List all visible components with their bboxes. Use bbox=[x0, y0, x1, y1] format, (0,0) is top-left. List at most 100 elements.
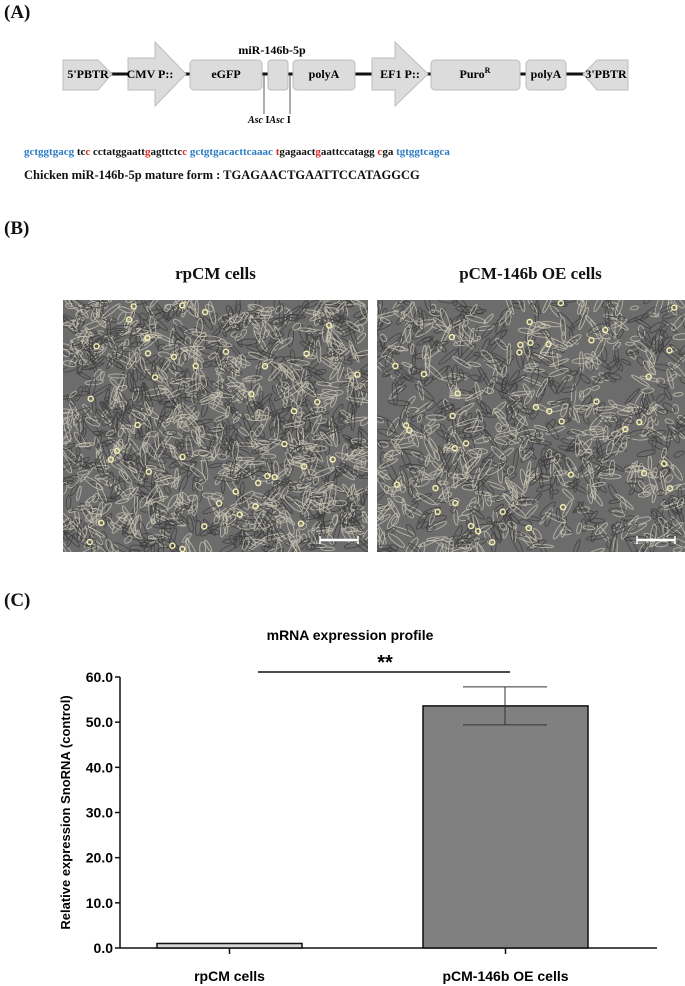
cell bbox=[149, 502, 158, 516]
cell bbox=[315, 381, 333, 387]
cell bbox=[428, 437, 439, 452]
cell bbox=[384, 449, 402, 457]
cell bbox=[386, 512, 399, 530]
cell bbox=[63, 446, 80, 465]
cell bbox=[130, 453, 138, 468]
cell bbox=[140, 407, 160, 419]
cell bbox=[637, 491, 651, 498]
cell bbox=[592, 447, 599, 460]
cell bbox=[526, 528, 533, 536]
cell bbox=[651, 363, 675, 372]
cell bbox=[377, 310, 399, 319]
cell bbox=[283, 421, 306, 428]
cell bbox=[129, 375, 138, 396]
cell bbox=[550, 469, 557, 487]
rounded-cell bbox=[558, 418, 565, 425]
cell bbox=[84, 525, 105, 538]
cell bbox=[524, 363, 539, 368]
cell bbox=[608, 459, 616, 477]
cell bbox=[591, 350, 599, 370]
cell bbox=[531, 492, 542, 505]
cell bbox=[102, 388, 111, 412]
cell bbox=[450, 547, 472, 552]
cell bbox=[339, 301, 345, 324]
cell bbox=[88, 526, 104, 545]
cell bbox=[551, 455, 564, 477]
cell bbox=[646, 429, 667, 439]
cell bbox=[264, 499, 277, 508]
cell bbox=[164, 303, 178, 311]
cell bbox=[495, 411, 509, 428]
cell bbox=[641, 387, 655, 394]
cell bbox=[219, 543, 237, 552]
cell bbox=[63, 319, 74, 329]
cell bbox=[406, 524, 416, 538]
cell bbox=[194, 482, 204, 491]
cell bbox=[549, 304, 562, 318]
cell bbox=[601, 300, 612, 308]
cell bbox=[323, 438, 330, 456]
cell bbox=[255, 358, 274, 369]
cell bbox=[164, 519, 184, 526]
cell bbox=[519, 536, 538, 543]
cell bbox=[340, 409, 352, 418]
insert-sequence: gctggtgacg tcc cctatggaattgagttctcc gctg… bbox=[24, 146, 450, 158]
cell bbox=[584, 401, 600, 409]
cell bbox=[261, 546, 280, 552]
cell bbox=[245, 345, 260, 352]
rounded-cell bbox=[303, 350, 310, 357]
cell bbox=[76, 485, 82, 502]
cell bbox=[174, 468, 179, 490]
cell bbox=[280, 478, 290, 485]
cell bbox=[526, 539, 547, 551]
rounded-cell bbox=[264, 472, 271, 480]
cell bbox=[664, 521, 684, 537]
rounded-cell bbox=[215, 500, 223, 507]
cell bbox=[210, 380, 221, 389]
cell bbox=[252, 401, 263, 409]
cell bbox=[577, 409, 588, 416]
cell bbox=[552, 347, 559, 370]
cell bbox=[639, 375, 660, 382]
cell bbox=[447, 407, 461, 421]
cell bbox=[85, 527, 96, 551]
rounded-cell bbox=[392, 362, 399, 370]
cell bbox=[249, 383, 261, 400]
cell bbox=[332, 522, 341, 546]
rounded-cell bbox=[636, 418, 643, 426]
cell bbox=[251, 444, 272, 455]
cell bbox=[136, 484, 156, 499]
cell bbox=[152, 523, 175, 530]
cell bbox=[261, 319, 277, 340]
cell bbox=[188, 504, 197, 514]
cell bbox=[562, 341, 573, 347]
cell bbox=[609, 436, 627, 452]
cell bbox=[461, 507, 477, 516]
cell bbox=[594, 522, 608, 536]
cell bbox=[556, 375, 569, 395]
cell bbox=[318, 491, 327, 513]
cell bbox=[611, 317, 629, 331]
cell bbox=[81, 506, 94, 524]
cell bbox=[93, 368, 102, 379]
cell bbox=[105, 429, 116, 437]
cell bbox=[76, 446, 81, 457]
cell bbox=[353, 384, 368, 394]
cell bbox=[109, 386, 118, 409]
cell bbox=[540, 352, 562, 358]
cell bbox=[616, 328, 625, 340]
cell bbox=[436, 398, 447, 408]
cell bbox=[226, 434, 233, 447]
cell bbox=[157, 410, 172, 424]
cell bbox=[569, 370, 579, 376]
cell bbox=[605, 440, 614, 456]
rounded-cell bbox=[145, 468, 153, 476]
cell bbox=[434, 450, 441, 461]
cell bbox=[451, 314, 465, 325]
cell bbox=[200, 380, 208, 394]
cell bbox=[401, 448, 423, 456]
cell bbox=[516, 300, 526, 313]
cell bbox=[326, 346, 340, 357]
cell bbox=[504, 300, 515, 315]
cell bbox=[154, 432, 161, 451]
